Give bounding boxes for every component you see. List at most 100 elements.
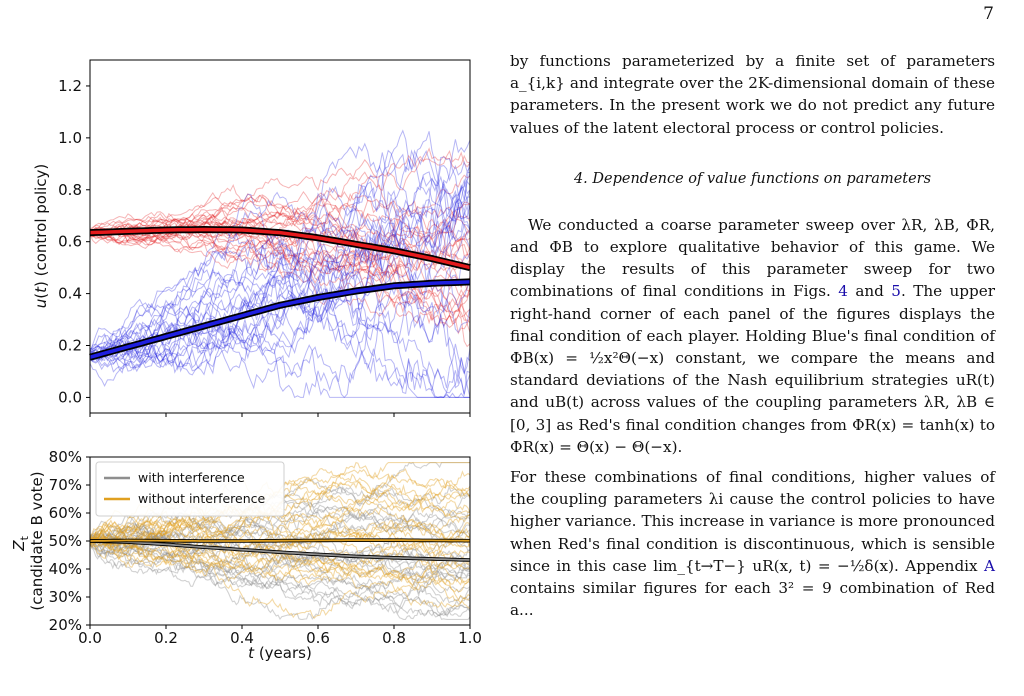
trajectory-blue-0 bbox=[89, 284, 471, 392]
trajectory-blue-20 bbox=[89, 180, 471, 372]
figure-4-link[interactable]: 4 bbox=[838, 282, 848, 301]
vote-trajectory-gray-17 bbox=[89, 528, 471, 621]
trajectory-blue-19 bbox=[89, 253, 471, 353]
top-axis-ticks: 0.0 0.2 0.4 0.6 0.8 1.0 1.2 bbox=[58, 77, 471, 417]
vote-trajectory-gray-7 bbox=[89, 537, 471, 620]
legend: with interference without interference bbox=[95, 461, 285, 517]
trajectory-red-18 bbox=[89, 193, 471, 238]
trajectory-red-12 bbox=[89, 205, 471, 245]
vote-trajectory-gray-6 bbox=[89, 542, 471, 604]
paragraph-3: For these combinations of final conditio… bbox=[510, 466, 995, 621]
paragraph-3-text-b: contains similar figures for each 3² = 9… bbox=[510, 578, 995, 620]
bottom-xlabel: t (years) bbox=[248, 644, 312, 662]
vote-trajectory-gray-19 bbox=[89, 522, 470, 608]
trajectory-blue-18 bbox=[89, 149, 471, 358]
paragraph-2-and: and bbox=[847, 282, 892, 301]
text-column: by functions parameterized by a finite s… bbox=[510, 50, 995, 621]
vote-mean-line-orange bbox=[89, 539, 470, 542]
top-ytick-label: 0.4 bbox=[58, 285, 82, 303]
vote-trajectory-orange-15 bbox=[89, 517, 471, 565]
trajectory-red-3 bbox=[89, 210, 471, 306]
vote-trajectory-gray-10 bbox=[89, 504, 471, 550]
trajectory-blue-24 bbox=[89, 210, 471, 374]
trajectory-blue-21 bbox=[89, 139, 471, 353]
vote-trajectory-gray-0 bbox=[89, 539, 471, 616]
trajectory-red-22 bbox=[89, 200, 471, 287]
bottom-ytick-label: 40% bbox=[49, 560, 82, 578]
trajectory-red-16 bbox=[89, 228, 471, 324]
vote-trajectory-gray-14 bbox=[89, 526, 471, 599]
paragraph-2-text-a: We conducted a coarse parameter sweep ov… bbox=[510, 215, 995, 301]
page-number: 7 bbox=[983, 4, 994, 24]
trajectory-blue-27 bbox=[89, 278, 471, 399]
trajectory-blue-6 bbox=[89, 178, 471, 362]
vote-trajectory-gray-23 bbox=[89, 511, 471, 549]
trajectory-red-11 bbox=[89, 150, 471, 249]
vote-trajectory-orange-0 bbox=[89, 534, 471, 593]
appendix-a-link[interactable]: A bbox=[984, 556, 995, 575]
vote-share-means bbox=[89, 538, 471, 562]
trajectory-blue-15 bbox=[89, 149, 471, 357]
trajectory-red-13 bbox=[89, 198, 471, 260]
vote-trajectory-orange-6 bbox=[89, 537, 471, 584]
vote-trajectory-gray-16 bbox=[89, 536, 471, 588]
paragraph-2: We conducted a coarse parameter sweep ov… bbox=[510, 214, 995, 458]
trajectory-red-19 bbox=[89, 201, 471, 260]
trajectory-red-23 bbox=[89, 147, 471, 237]
trajectory-red-17 bbox=[89, 226, 471, 272]
trajectory-blue-13 bbox=[89, 159, 471, 371]
vote-trajectory-gray-21 bbox=[89, 505, 471, 540]
top-ytick-label: 1.0 bbox=[58, 129, 82, 147]
vote-trajectory-gray-15 bbox=[89, 532, 470, 570]
trajectory-red-4 bbox=[89, 230, 471, 271]
top-ytick-label: 0.0 bbox=[58, 388, 82, 406]
bottom-ytick-label: 70% bbox=[49, 476, 82, 494]
bottom-ytick-label: 80% bbox=[49, 448, 82, 466]
trajectory-red-0 bbox=[89, 224, 471, 302]
vote-trajectory-orange-14 bbox=[89, 526, 471, 584]
figure: 0.0 0.2 0.4 0.6 0.8 1.0 1.2 u(t) (control poli… bbox=[10, 59, 482, 662]
vote-trajectory-orange-3 bbox=[89, 491, 471, 554]
figure-5-link[interactable]: 5 bbox=[891, 282, 901, 301]
trajectory-blue-2 bbox=[89, 291, 471, 374]
vote-trajectory-orange-7 bbox=[89, 535, 471, 609]
trajectory-blue-3 bbox=[89, 178, 471, 361]
trajectory-blue-14 bbox=[89, 319, 470, 398]
mean-line-blue bbox=[89, 280, 471, 359]
vote-trajectory-gray-3 bbox=[89, 511, 471, 559]
bottom-xtick-label: 0.4 bbox=[230, 629, 254, 647]
paragraph-1: by functions parameterized by a finite s… bbox=[510, 52, 995, 137]
control-policy-means bbox=[89, 225, 471, 361]
trajectory-red-8 bbox=[89, 174, 471, 244]
bottom-ytick-label: 30% bbox=[49, 588, 82, 606]
trajectory-blue-17 bbox=[89, 251, 470, 398]
top-ylabel: u(t) (control policy) bbox=[32, 164, 50, 309]
trajectory-blue-12 bbox=[89, 281, 471, 396]
bottom-ytick-label: 60% bbox=[49, 504, 82, 522]
vote-trajectory-orange-17 bbox=[89, 537, 471, 619]
trajectory-red-6 bbox=[89, 171, 471, 251]
top-plot-frame bbox=[89, 59, 471, 414]
bottom-xtick-label: 0.8 bbox=[382, 629, 406, 647]
trajectory-red-24 bbox=[89, 202, 471, 326]
legend-label-with-interference: with interference bbox=[138, 470, 245, 485]
bottom-ylabel: Zt (candidate B vote) bbox=[10, 471, 46, 610]
bottom-xtick-label: 0.2 bbox=[154, 629, 178, 647]
vote-trajectory-gray-5 bbox=[89, 518, 471, 579]
control-policy-trajectories bbox=[89, 129, 471, 399]
bottom-axis-ticks: 20% 30% 40% 50% 60% 70% 80% 0.0 0.2 0.4 0.6 0.8 1.0 bbox=[49, 448, 482, 647]
vote-trajectory-orange-23 bbox=[89, 504, 471, 548]
top-ytick-label: 1.2 bbox=[58, 77, 82, 95]
top-ytick-label: 0.8 bbox=[58, 181, 82, 199]
trajectory-red-7 bbox=[89, 231, 471, 348]
subsection-heading: 4. Dependence of value functions on para… bbox=[573, 170, 932, 187]
vote-mean-line-gray bbox=[89, 540, 471, 561]
bottom-xtick-label: 0.0 bbox=[78, 629, 102, 647]
vote-trajectory-gray-1 bbox=[89, 534, 471, 620]
trajectory-blue-16 bbox=[89, 131, 471, 355]
trajectory-red-20 bbox=[89, 194, 471, 261]
bottom-xtick-label: 0.6 bbox=[306, 629, 330, 647]
legend-label-without-interference: without interference bbox=[138, 491, 266, 506]
bottom-ytick-label: 20% bbox=[49, 616, 82, 634]
top-ytick-label: 0.2 bbox=[58, 337, 82, 355]
